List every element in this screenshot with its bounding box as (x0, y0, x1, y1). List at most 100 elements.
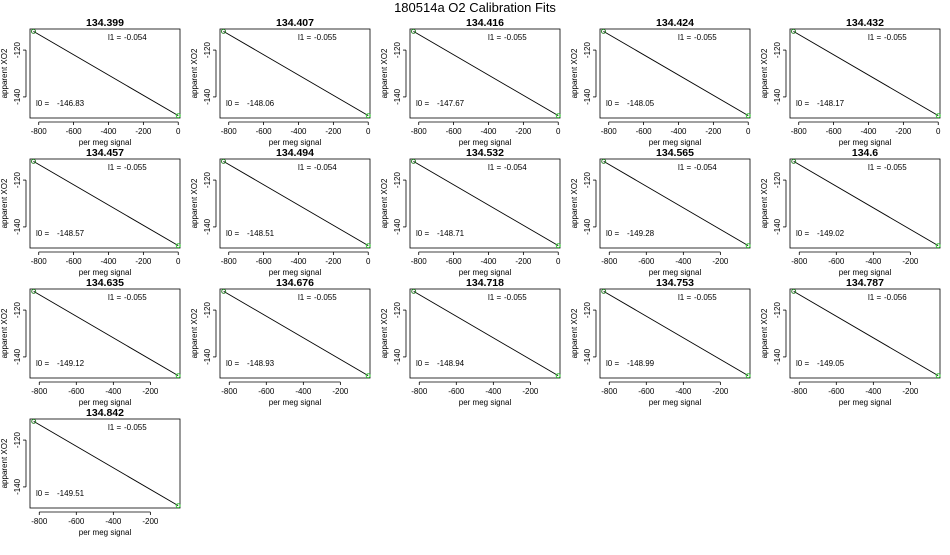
y-tick-label: -120 (13, 432, 22, 449)
l0-label: l0 = (606, 359, 619, 368)
plot-frame (219, 28, 371, 119)
data-point-start (601, 288, 607, 294)
panel-title: 134.494 (276, 147, 314, 159)
l1-label: l1 = (298, 293, 311, 302)
plot-frame (789, 158, 941, 249)
x-tick-label: -600 (68, 517, 85, 526)
l0-value: -148.06 (247, 99, 275, 108)
x-axis-label: per meg signal (839, 398, 892, 407)
l1-label: l1 = (868, 33, 881, 42)
fit-line (413, 290, 559, 377)
l0-label: l0 = (416, 359, 429, 368)
panel-title: 134.842 (86, 407, 124, 419)
fit-line (33, 30, 179, 117)
l1-value: -0.055 (884, 33, 907, 42)
fit-line (223, 30, 369, 117)
data-point-start (221, 158, 226, 164)
y-axis-label: apparent XO2 (570, 48, 579, 98)
y-tick-label: -140 (13, 218, 22, 235)
x-tick-label: -800 (221, 127, 238, 136)
data-point-end (175, 503, 181, 509)
plot-frame (789, 288, 941, 379)
x-tick-label: -600 (66, 127, 83, 136)
l0-label: l0 = (36, 99, 49, 108)
x-axis-label: per meg signal (79, 268, 132, 277)
x-axis-label: per meg signal (79, 398, 132, 407)
x-tick-label: -200 (522, 387, 539, 396)
x-tick-label: -200 (135, 127, 152, 136)
l0-label: l0 = (416, 99, 429, 108)
panel-title: 134.407 (276, 17, 314, 29)
y-tick-label: -120 (583, 172, 592, 189)
x-tick-label: -400 (105, 517, 122, 526)
x-tick-label: -200 (142, 517, 159, 526)
fit-line (413, 160, 559, 247)
x-tick-label: -200 (142, 387, 159, 396)
data-point-end (175, 373, 181, 379)
y-tick-label: -140 (203, 348, 212, 365)
plot-frame (29, 418, 181, 509)
l1-label: l1 = (108, 33, 121, 42)
panel-title: 134.565 (656, 147, 694, 159)
fit-line (223, 290, 369, 377)
panel-134-494: 134.494 -800 -600 -400 -200 0 -120 -140 per meg … (190, 147, 371, 277)
y-axis-label: apparent XO2 (0, 308, 9, 358)
x-tick-label: 0 (936, 127, 941, 136)
x-tick-label: -800 (221, 387, 238, 396)
x-tick-label: -400 (480, 257, 497, 266)
l0-value: -149.05 (817, 359, 845, 368)
x-tick-label: -200 (135, 257, 152, 266)
y-tick-label: -140 (393, 218, 402, 235)
l0-label: l0 = (796, 99, 809, 108)
x-tick-label: 0 (556, 257, 561, 266)
y-tick-label: -120 (583, 302, 592, 319)
l0-label: l0 = (796, 229, 809, 238)
fit-line (793, 290, 939, 377)
y-tick-label: -140 (13, 348, 22, 365)
x-tick-label: -800 (601, 257, 618, 266)
data-point-start (411, 158, 416, 164)
x-axis-label: per meg signal (269, 138, 322, 147)
l0-value: -147.67 (437, 99, 465, 108)
panel-title: 134.532 (466, 147, 504, 159)
y-tick-label: -120 (13, 302, 22, 319)
x-axis-label: per meg signal (459, 398, 512, 407)
data-point-start (411, 28, 416, 34)
y-axis-label: apparent XO2 (380, 178, 389, 228)
l0-label: l0 = (606, 99, 619, 108)
x-tick-label: -800 (31, 127, 48, 136)
x-tick-label: -400 (675, 257, 692, 266)
l0-value: -148.51 (247, 229, 275, 238)
plot-frame (29, 288, 181, 379)
panel-134-842: 134.842 -800 -600 -400 -200 -120 -140 per meg s… (0, 407, 181, 537)
x-tick-label: -400 (290, 127, 307, 136)
y-axis-label: apparent XO2 (0, 48, 9, 98)
data-point-start (221, 288, 227, 294)
x-tick-label: 0 (366, 257, 371, 266)
panel-134-407: 134.407 -800 -600 -400 -200 0 -120 -140 per meg … (190, 17, 371, 147)
x-tick-label: 0 (746, 127, 751, 136)
l1-label: l1 = (108, 423, 121, 432)
y-tick-label: -120 (203, 172, 212, 189)
x-tick-label: -400 (480, 127, 497, 136)
y-axis-label: apparent XO2 (190, 308, 199, 358)
y-tick-label: -120 (393, 42, 402, 59)
y-axis-label: apparent XO2 (0, 178, 9, 228)
x-tick-label: 0 (556, 127, 561, 136)
y-tick-label: -140 (13, 88, 22, 105)
data-point-end (745, 113, 751, 119)
panel-134-635: 134.635 -800 -600 -400 -200 -120 -140 per meg s… (0, 277, 181, 407)
x-tick-label: 0 (366, 127, 371, 136)
x-tick-label: -200 (325, 127, 342, 136)
x-tick-label: -400 (100, 127, 117, 136)
l1-label: l1 = (108, 163, 121, 172)
plot-frame (599, 288, 751, 379)
l0-label: l0 = (796, 359, 809, 368)
panel-134-565: 134.565 -800 -600 -400 -200 -120 -140 per meg s… (570, 147, 751, 277)
x-tick-label: -400 (100, 257, 117, 266)
panel-title: 134.6 (852, 147, 878, 159)
plot-frame (219, 288, 371, 379)
y-tick-label: -120 (203, 42, 212, 59)
l1-value: -0.055 (124, 163, 147, 172)
l1-value: -0.054 (314, 163, 337, 172)
